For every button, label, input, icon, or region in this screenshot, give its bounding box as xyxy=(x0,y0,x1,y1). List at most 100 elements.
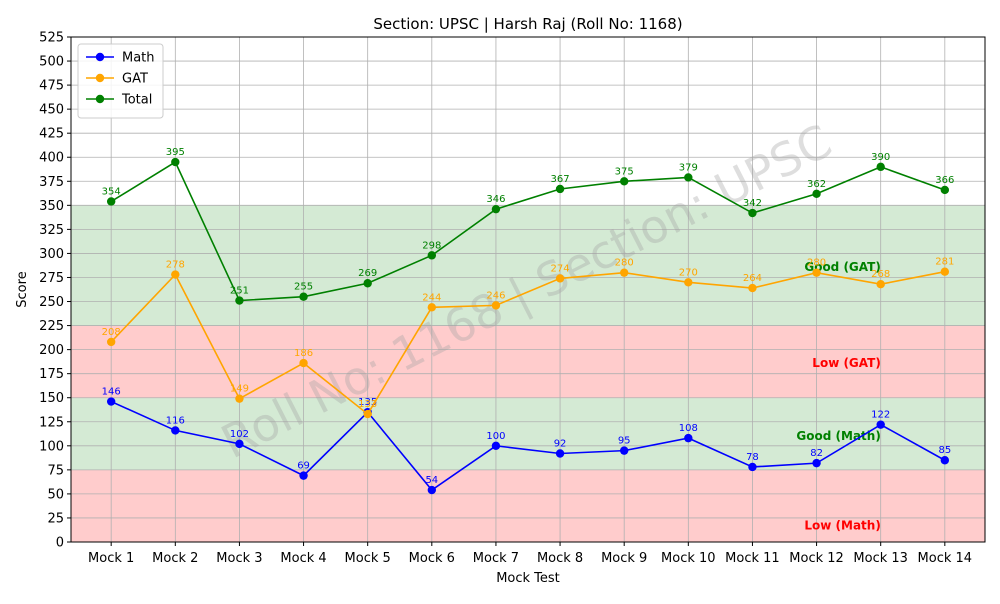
gat-data-label: 133 xyxy=(358,399,377,410)
band-label-0: Low (Math) xyxy=(804,519,880,533)
gat-point xyxy=(619,268,629,277)
gat-point xyxy=(812,268,821,277)
gat-point xyxy=(427,303,437,312)
total-data-label: 354 xyxy=(102,186,121,197)
total-data-label: 342 xyxy=(743,198,762,209)
y-tick-label: 175 xyxy=(39,367,64,382)
gat-point xyxy=(555,274,565,283)
x-tick-label: Mock 10 xyxy=(661,551,716,566)
gat-data-label: 281 xyxy=(935,257,954,268)
math-point xyxy=(106,397,116,406)
math-point xyxy=(299,471,308,480)
y-tick-label: 25 xyxy=(47,511,64,526)
y-tick-label: 425 xyxy=(39,127,64,142)
math-point xyxy=(619,446,629,455)
gat-data-label: 244 xyxy=(422,292,441,303)
total-point xyxy=(171,157,180,167)
total-line xyxy=(110,160,946,302)
y-axis-label: Score xyxy=(15,271,30,307)
band-1 xyxy=(71,397,985,470)
total-data-label: 269 xyxy=(358,268,377,279)
gat-point xyxy=(684,278,693,287)
total-point xyxy=(684,173,693,182)
legend-gat-label: GAT xyxy=(122,72,148,87)
x-tick-label: Mock 9 xyxy=(601,551,647,566)
total-point xyxy=(940,185,950,195)
y-tick-label: 375 xyxy=(39,175,64,190)
math-point xyxy=(748,462,757,472)
y-tick-label: 200 xyxy=(39,343,64,358)
x-axis-label: Mock Test xyxy=(496,571,560,586)
math-data-label: 92 xyxy=(554,439,567,450)
total-point xyxy=(812,189,821,198)
total-data-label: 251 xyxy=(230,286,249,297)
band-layer xyxy=(71,205,985,542)
legend-total-marker xyxy=(95,94,105,104)
gat-point xyxy=(363,409,372,419)
x-tick-label: Mock 12 xyxy=(789,551,844,566)
plot-frame xyxy=(70,36,986,543)
gat-data-label: 270 xyxy=(679,267,698,278)
x-tick-label: Mock 5 xyxy=(345,551,391,566)
x-tick-label: Mock 11 xyxy=(725,551,780,566)
gat-point xyxy=(876,280,885,289)
math-data-label: 100 xyxy=(486,431,505,442)
total-data-label: 346 xyxy=(486,194,505,205)
gat-data-label: 280 xyxy=(615,258,634,269)
y-tick-label: 150 xyxy=(39,391,64,406)
legend-math-label: Math xyxy=(122,51,155,66)
band-label-2: Low (GAT) xyxy=(812,356,881,370)
chart-title: Section: UPSC | Harsh Raj (Roll No: 1168… xyxy=(373,15,682,33)
y-tick-label: 500 xyxy=(39,55,64,70)
band-label-1: Good (Math) xyxy=(796,429,880,443)
y-tick-label: 350 xyxy=(39,199,64,214)
total-data-label: 366 xyxy=(935,175,954,186)
y-tick-label: 325 xyxy=(39,223,64,238)
math-point xyxy=(555,449,565,458)
y-tick-label: 100 xyxy=(39,439,64,454)
total-point xyxy=(619,177,629,186)
math-point xyxy=(812,458,821,468)
gat-point xyxy=(235,394,244,403)
total-data-label: 298 xyxy=(422,240,441,251)
axes-layer: 0 25 50 75 100 125 150 175 200 225 250 275 300 325 350… xyxy=(39,31,986,566)
math-data-label: 85 xyxy=(938,445,951,456)
x-tick-label: Mock 4 xyxy=(280,551,326,566)
math-data-label: 108 xyxy=(679,423,698,434)
gat-data-label: 208 xyxy=(102,327,121,338)
total-point xyxy=(555,184,565,194)
gat-data-label: 280 xyxy=(807,258,826,269)
y-tick-label: 225 xyxy=(39,319,64,334)
gat-data-label: 264 xyxy=(743,273,762,284)
math-line xyxy=(110,400,946,492)
legend-total-label: Total xyxy=(121,93,152,108)
y-tick-label: 300 xyxy=(39,247,64,262)
x-tick-label: Mock 13 xyxy=(853,551,908,566)
band-label-3: Good (GAT) xyxy=(804,260,880,274)
y-tick-label: 0 xyxy=(56,536,64,551)
math-data-label: 116 xyxy=(166,415,185,426)
math-data-label: 78 xyxy=(746,452,759,463)
gat-point xyxy=(106,337,116,347)
x-tick-label: Mock 3 xyxy=(216,551,262,566)
total-data-label: 379 xyxy=(679,162,698,173)
band-2 xyxy=(71,325,985,398)
gat-line xyxy=(110,270,945,416)
series-layer: 146 116 102 69 135 54 100 92 95 108 78 82 122 85 208 27… xyxy=(102,147,954,495)
total-data-label: 255 xyxy=(294,282,313,293)
legend-math-marker xyxy=(95,52,105,62)
x-tick-label: Mock 1 xyxy=(88,551,134,566)
band-0 xyxy=(71,469,985,542)
math-point xyxy=(940,456,950,465)
math-data-label: 69 xyxy=(297,461,310,472)
legend: Math GAT Total xyxy=(77,43,164,119)
math-data-label: 54 xyxy=(425,475,438,486)
total-data-label: 395 xyxy=(166,147,185,158)
math-point xyxy=(684,433,693,443)
math-data-label: 102 xyxy=(230,429,249,440)
gat-data-label: 274 xyxy=(551,263,570,274)
math-point xyxy=(491,441,501,451)
y-tick-label: 250 xyxy=(39,295,64,310)
